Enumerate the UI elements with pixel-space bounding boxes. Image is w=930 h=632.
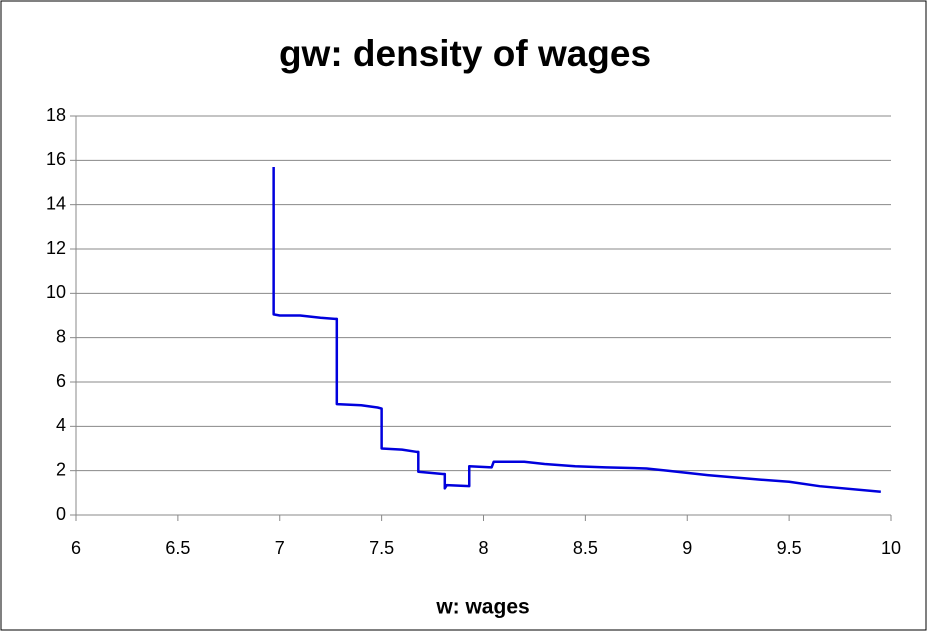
y-tick-label: 0 [56,504,66,524]
x-tick-label: 10 [881,538,901,558]
y-tick-label: 8 [56,326,66,346]
data-line [272,166,881,493]
x-tick-label: 6.5 [165,538,190,558]
y-tick-label: 10 [46,282,66,302]
y-tick-label: 12 [46,238,66,258]
x-tick-label: 9.5 [777,538,802,558]
x-tick-label: 8 [478,538,488,558]
y-tick-label: 4 [56,415,66,435]
y-tick-label: 2 [56,459,66,479]
x-tick-label: 6 [71,538,81,558]
x-tick-label: 7.5 [369,538,394,558]
y-tick-label: 14 [46,193,66,213]
x-tick-label: 8.5 [573,538,598,558]
x-axis-label: w: wages [435,596,529,619]
x-tick-label: 7 [275,538,285,558]
y-tick-label: 16 [46,149,66,169]
chart-title: gw: density of wages [279,33,651,74]
x-tick-label: 9 [682,538,692,558]
y-tick-label: 6 [56,371,66,391]
y-tick-label: 18 [46,105,66,125]
